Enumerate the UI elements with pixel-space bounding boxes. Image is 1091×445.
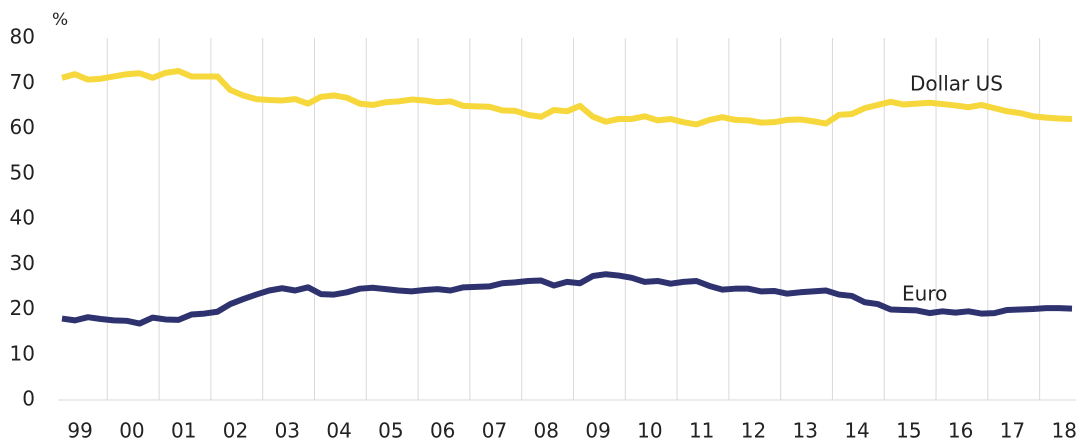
x-tick-label: 16 xyxy=(948,419,973,443)
series-line xyxy=(61,68,1073,128)
x-tick-label: 15 xyxy=(896,419,921,443)
x-tick-label: 06 xyxy=(430,419,455,443)
series-line xyxy=(61,271,1073,327)
x-tick-label: 03 xyxy=(275,419,300,443)
x-tick-label: 02 xyxy=(223,419,248,443)
x-tick-label: 14 xyxy=(844,419,869,443)
x-tick-label: 04 xyxy=(326,419,351,443)
x-tick-label: 13 xyxy=(793,419,818,443)
x-tick-label: 00 xyxy=(119,419,144,443)
x-tick-label: 05 xyxy=(378,419,403,443)
y-unit: % xyxy=(52,10,68,30)
x-tick-label: 07 xyxy=(482,419,507,443)
x-tick-label: 01 xyxy=(171,419,196,443)
y-tick-label: 10 xyxy=(10,341,35,365)
x-tick-label: 12 xyxy=(741,419,766,443)
y-tick-label: 40 xyxy=(10,206,35,230)
x-tick-label: 10 xyxy=(637,419,662,443)
x-tick-label: 99 xyxy=(67,419,92,443)
y-tick-label: 70 xyxy=(10,70,35,94)
y-tick-label: 30 xyxy=(10,251,35,275)
y-tick-label: 20 xyxy=(10,296,35,320)
series-label: Dollar US xyxy=(910,72,1003,96)
y-tick-label: 50 xyxy=(10,160,35,184)
x-tick-label: 17 xyxy=(1000,419,1025,443)
y-tick-label: 60 xyxy=(10,115,35,139)
x-tick-label: 08 xyxy=(534,419,559,443)
series-label: Euro xyxy=(902,282,947,306)
x-tick-label: 09 xyxy=(585,419,610,443)
x-tick-label: 11 xyxy=(689,419,714,443)
y-tick-label: 80 xyxy=(10,25,35,49)
y-tick-label: 0 xyxy=(22,387,35,411)
x-tick-label: 18 xyxy=(1052,419,1077,443)
